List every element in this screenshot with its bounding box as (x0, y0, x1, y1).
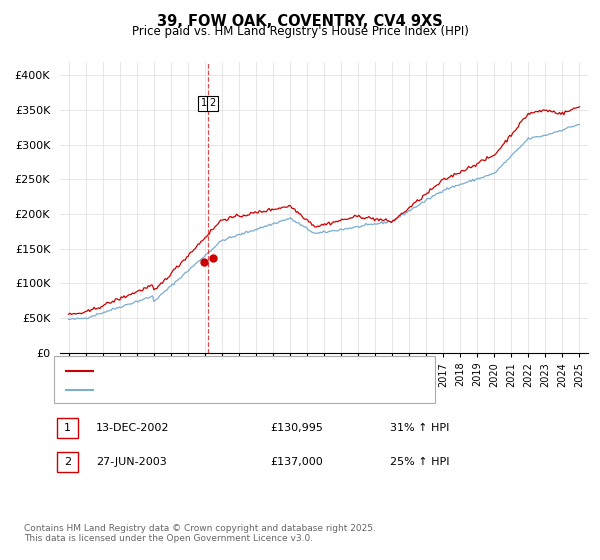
Text: £130,995: £130,995 (270, 423, 323, 433)
Text: 2: 2 (209, 98, 215, 108)
Text: 39, FOW OAK, COVENTRY, CV4 9XS: 39, FOW OAK, COVENTRY, CV4 9XS (157, 14, 443, 29)
Text: Price paid vs. HM Land Registry's House Price Index (HPI): Price paid vs. HM Land Registry's House … (131, 25, 469, 38)
Text: £137,000: £137,000 (270, 457, 323, 467)
Text: 27-JUN-2003: 27-JUN-2003 (96, 457, 167, 467)
Text: 1: 1 (201, 98, 207, 108)
Text: 31% ↑ HPI: 31% ↑ HPI (390, 423, 449, 433)
Text: HPI: Average price, semi-detached house, Coventry: HPI: Average price, semi-detached house,… (99, 385, 368, 395)
Text: 25% ↑ HPI: 25% ↑ HPI (390, 457, 449, 467)
Text: 2: 2 (64, 457, 71, 467)
Text: 39, FOW OAK, COVENTRY, CV4 9XS (semi-detached house): 39, FOW OAK, COVENTRY, CV4 9XS (semi-det… (99, 366, 406, 376)
Text: 1: 1 (64, 423, 71, 433)
Text: 13-DEC-2002: 13-DEC-2002 (96, 423, 170, 433)
Text: Contains HM Land Registry data © Crown copyright and database right 2025.
This d: Contains HM Land Registry data © Crown c… (24, 524, 376, 543)
